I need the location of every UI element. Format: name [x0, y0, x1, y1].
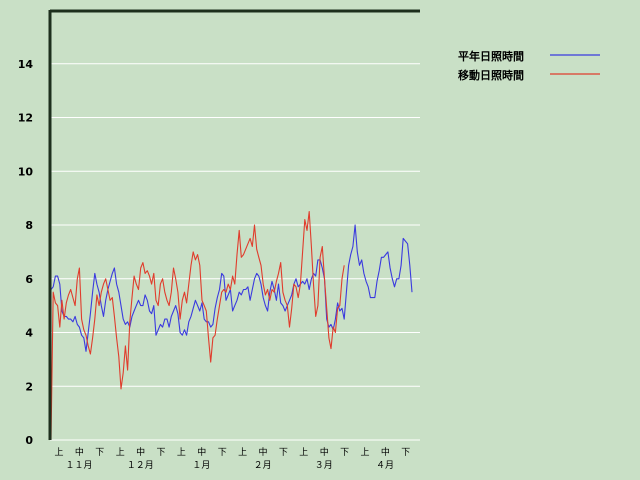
x-axis-ticks: 上中下上中下上中下上中下上中下上中下１１月 １２月 １月 ２月 ３月 ４月 — [54, 446, 410, 471]
x-tick-label: 上 — [299, 447, 308, 458]
y-tick-label: 2 — [25, 380, 33, 393]
x-tick-label: 下 — [279, 448, 288, 458]
x-tick-label: 上 — [238, 447, 247, 458]
y-tick-label: 6 — [25, 273, 33, 286]
x-tick-label: 下 — [95, 448, 104, 458]
month-label: ４月 — [376, 460, 394, 471]
moving-sunshine-line — [50, 211, 345, 441]
month-label: １１月 — [65, 460, 92, 471]
x-tick-label: 中 — [258, 446, 267, 458]
x-tick-label: 上 — [177, 447, 186, 458]
month-label: １月 — [192, 460, 210, 471]
y-tick-label: 14 — [18, 58, 34, 71]
y-tick-label: 8 — [25, 219, 33, 232]
y-tick-label: 0 — [25, 434, 33, 447]
x-tick-label: 上 — [116, 447, 125, 458]
legend-label-moving: 移動日照時間 — [458, 68, 524, 82]
y-tick-label: 12 — [18, 112, 33, 125]
series-lines — [50, 211, 413, 441]
y-axis-ticks: 0 2 4 6 8 10 12 14 — [18, 58, 34, 447]
x-tick-label: 下 — [218, 448, 227, 458]
x-tick-label: 下 — [401, 448, 410, 458]
legend: 平年日照時間 移動日照時間 — [458, 49, 600, 82]
x-tick-label: 中 — [381, 446, 390, 458]
x-tick-label: 中 — [136, 446, 145, 458]
y-tick-label: 4 — [25, 327, 33, 340]
x-tick-label: 上 — [54, 447, 63, 458]
y-tick-label: 10 — [18, 165, 34, 178]
x-tick-label: 中 — [197, 446, 206, 458]
x-tick-label: 中 — [320, 446, 329, 458]
x-tick-label: 上 — [360, 447, 369, 458]
month-label: ２月 — [254, 460, 272, 471]
month-label: １２月 — [127, 460, 154, 471]
x-tick-label: 中 — [75, 446, 84, 458]
x-tick-label: 下 — [340, 448, 349, 458]
normal-sunshine-line — [50, 224, 413, 352]
x-tick-label: 下 — [156, 448, 165, 458]
month-label: ３月 — [315, 460, 333, 471]
legend-label-normal: 平年日照時間 — [458, 49, 524, 63]
